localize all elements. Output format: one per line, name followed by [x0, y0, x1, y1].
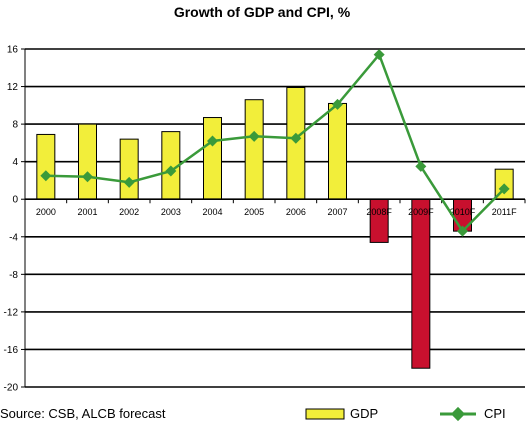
legend-cpi-marker: [450, 406, 466, 422]
y-tick-label: 0: [12, 195, 18, 206]
cpi-point-2002: [123, 176, 135, 188]
source-note: Source: CSB, ALCB forecast: [0, 406, 166, 421]
gdp-bar-2001: [78, 123, 97, 200]
cpi-point-2001: [82, 171, 93, 183]
cpi-point-2004: [207, 135, 218, 147]
cpi-point-2007: [332, 98, 343, 110]
cpi-point-2008F: [373, 49, 385, 61]
x-category-label: 2001: [77, 207, 97, 217]
gdp-bar-2004: [203, 117, 222, 200]
gdp-bars: [36, 86, 514, 369]
gdp-bar-2005: [244, 99, 264, 200]
gdp-bar-2008F: [369, 198, 389, 243]
x-category-label: 2009F: [408, 207, 434, 217]
cpi-point-2011F: [498, 183, 510, 195]
cpi-line: [40, 49, 510, 237]
axes: [24, 49, 526, 387]
x-category-label: 2005: [244, 207, 264, 217]
cpi-point-2003: [165, 165, 177, 177]
cpi-point-2010F: [457, 225, 468, 237]
cpi-point-2005: [248, 130, 260, 142]
y-tick-label: -12: [4, 307, 19, 318]
x-axis-category-labels: 2000 2001 2002 2003 2004 2005 2006 2007 2008F 200…: [36, 207, 517, 217]
gdp-bar-2007: [328, 102, 347, 200]
cpi-series-line: [45, 52, 506, 234]
gdp-bar-2000: [36, 133, 56, 200]
legend-gdp-label: GDP: [350, 406, 378, 421]
cpi-point-2000: [40, 170, 52, 182]
y-tick-label: 12: [7, 82, 19, 93]
legend-cpi-label: CPI: [484, 406, 506, 421]
x-category-label: 2007: [327, 207, 347, 217]
gdp-bar-2009F: [411, 198, 431, 369]
y-tick-label: 4: [12, 157, 18, 168]
x-category-label: 2011F: [492, 207, 517, 217]
chart-title: Growth of GDP and CPI, %: [174, 4, 351, 20]
x-category-label: 2010F: [450, 207, 476, 217]
cpi-point-2009F: [415, 160, 427, 172]
y-tick-label: -4: [9, 232, 18, 243]
x-category-label: 2000: [36, 207, 56, 217]
y-tick-label: 16: [7, 45, 19, 56]
cpi-point-2006: [290, 132, 302, 144]
x-category-label: 2008F: [366, 207, 392, 217]
y-axis-ticks: 16 12 8 4 0 -4 -8 -12 -16 -20: [4, 45, 25, 394]
x-category-label: 2003: [161, 207, 181, 217]
y-tick-label: -8: [9, 270, 18, 281]
y-tick-label: -16: [4, 345, 19, 356]
grid-lines: [25, 48, 525, 388]
x-category-label: 2006: [286, 207, 306, 217]
y-tick-label: -20: [4, 383, 19, 394]
chart-footer: Source: CSB, ALCB forecast GDP CPI: [0, 406, 506, 422]
gdp-bar-2002: [119, 138, 139, 200]
legend-gdp-swatch: [305, 408, 345, 420]
x-category-label: 2002: [119, 207, 139, 217]
x-category-label: 2004: [202, 207, 222, 217]
y-tick-label: 8: [12, 120, 18, 131]
